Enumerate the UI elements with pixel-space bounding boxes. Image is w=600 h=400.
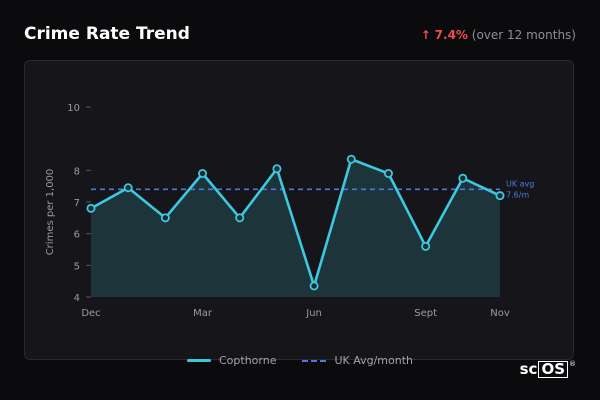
chart-title: Crime Rate Trend <box>24 24 190 44</box>
data-point <box>86 203 96 213</box>
legend-item-average[interactable]: UK Avg/month <box>302 354 413 367</box>
y-axis-label: Crimes per 1,000 <box>45 169 56 256</box>
y-tick-label: 5 <box>74 261 80 272</box>
x-tick-label: Dec <box>81 308 100 319</box>
data-point <box>346 154 356 164</box>
data-point <box>160 213 170 223</box>
y-tick-label: 4 <box>74 293 80 304</box>
y-tick-label: 10 <box>67 103 80 114</box>
data-point <box>235 213 245 223</box>
brand-logo: sc OS ® <box>519 360 576 378</box>
y-tick-label: 6 <box>74 230 80 241</box>
trend-up-icon: ↑ <box>420 28 431 42</box>
data-point <box>495 191 505 201</box>
data-point <box>383 168 393 178</box>
x-tick-label: Nov <box>490 308 510 319</box>
y-tick-label: 7 <box>74 198 80 209</box>
data-point <box>458 173 468 183</box>
data-point <box>309 281 319 291</box>
change-percent: 7.4% <box>434 28 468 42</box>
uk-average-label: UK avg <box>506 179 534 188</box>
data-point <box>198 168 208 178</box>
series-line <box>90 157 501 288</box>
legend-label-average: UK Avg/month <box>334 354 414 367</box>
data-point <box>272 164 282 174</box>
x-tick-label: Jun <box>305 308 322 319</box>
legend-label-series: Copthorne <box>218 354 277 367</box>
data-point <box>123 183 133 193</box>
y-tick-label: 8 <box>74 166 80 177</box>
data-point <box>421 241 431 251</box>
x-tick-label: Mar <box>193 308 213 319</box>
chart-legend: Copthorne UK Avg/month <box>0 354 600 367</box>
legend-dash-swatch <box>302 359 327 362</box>
uk-average-value: 7.6/m <box>506 190 529 199</box>
x-tick-label: Sept <box>414 308 437 319</box>
change-indicator: ↑ 7.4% (over 12 months) <box>421 28 576 42</box>
change-period: (over 12 months) <box>471 28 576 42</box>
legend-line-swatch <box>186 359 211 362</box>
legend-item-series[interactable]: Copthorne <box>186 354 277 367</box>
